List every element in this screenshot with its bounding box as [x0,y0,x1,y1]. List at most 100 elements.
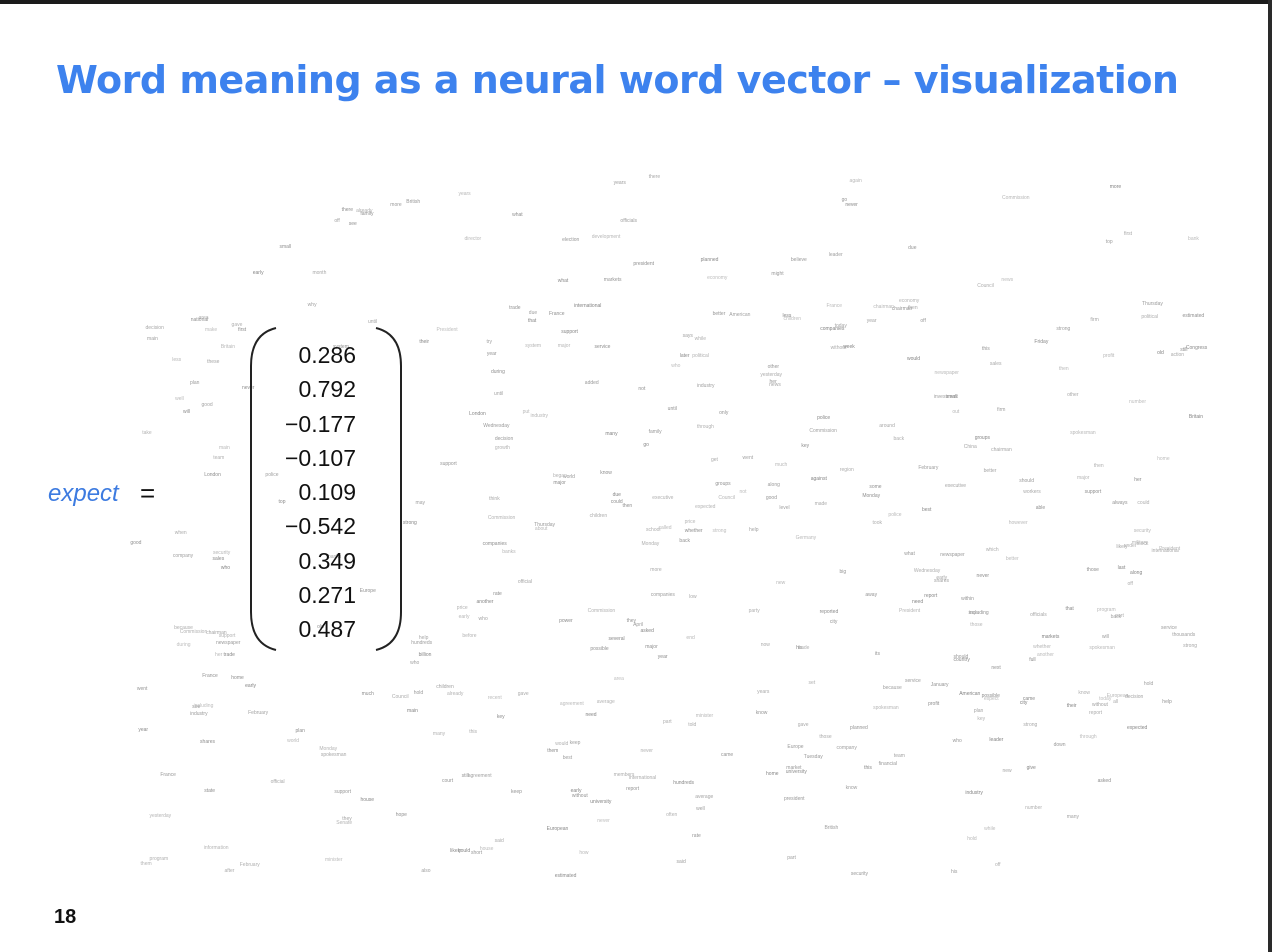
scatter-word: off [994,862,1001,869]
scatter-word: development [591,234,621,241]
scatter-word: companies [650,591,675,598]
scatter-word: year [486,350,497,357]
scatter-word: industry [697,383,715,390]
scatter-word: better [983,468,997,475]
scatter-word: expect [983,696,999,703]
scatter-word: those [1086,567,1099,574]
scatter-word: some [869,484,882,491]
scatter-word: there [648,174,661,181]
scatter-word: Senate [336,820,353,827]
scatter-word: not [638,385,646,392]
scatter-word: what [557,278,569,285]
scatter-word: France [202,673,218,680]
scatter-word: well [175,396,184,403]
slide: Word meaning as a neural word vector – v… [0,4,1268,952]
scatter-word: much [361,690,374,697]
scatter-word: industry [965,789,983,796]
scatter-word: Wednesday [913,568,941,575]
scatter-word: them [140,861,152,868]
scatter-word: planned [850,725,868,732]
vector-component: −0.107 [285,444,356,471]
scatter-word: said [676,859,686,866]
scatter-word: never [597,818,610,824]
scatter-word: Tuesday [803,754,823,761]
scatter-word: Wednesday [483,423,510,430]
scatter-word: know [1078,690,1091,697]
scatter-word: made [814,500,828,507]
scatter-word: region [839,467,854,474]
scatter-word: week [843,343,855,350]
scatter-word: area [613,675,624,682]
scatter-word: Congress [1185,344,1208,351]
scatter-word: better [712,311,726,318]
scatter-word: why [307,301,317,308]
scatter-word: firm [1090,317,1099,324]
scatter-word: about [534,525,548,532]
vector-component: 0.487 [298,616,356,643]
scatter-word: another [476,599,494,606]
scatter-word: February [248,710,269,717]
scatter-word: major [645,643,658,650]
scatter-word: this [981,346,990,353]
scatter-word: short [471,849,483,856]
vector-component: 0.792 [298,376,356,403]
scatter-word: down [1053,741,1066,748]
scatter-word: Commission [587,607,616,614]
scatter-word: less [172,357,182,364]
scatter-word: profit [928,700,940,707]
scatter-word: planned [700,257,719,264]
scatter-word: national [190,316,209,323]
scatter-word: added [584,379,599,386]
scatter-word: then [907,304,918,311]
vector-component: 0.109 [298,479,356,506]
scatter-word: main [147,335,158,342]
scatter-word: believe [790,256,807,263]
scatter-word: good [130,540,142,547]
scatter-word: Thursday [1142,300,1163,307]
scatter-word: children [783,315,802,322]
scatter-word: small [279,243,292,250]
scatter-word: report [626,786,640,793]
scatter-word: plan [973,707,984,714]
scatter-word: international [628,774,657,781]
scatter-word: help [1162,699,1172,706]
scatter-word: less [782,313,792,320]
scatter-word: already [356,207,373,214]
scatter-word: strong [1023,722,1038,729]
scatter-word: growth [494,445,510,452]
scatter-word: court [441,777,454,784]
scatter-word: sales [989,361,1002,368]
scatter-word: shares [200,738,216,745]
scatter-word: China [963,444,977,451]
scatter-word: another [1036,651,1054,658]
scatter-word: hundreds [411,639,433,646]
scatter-word: month [312,270,327,277]
scatter-word: team [213,454,225,461]
scatter-word: agreement [467,772,492,779]
scatter-word: chairman [206,630,227,637]
scatter-word: while [984,826,996,833]
scatter-word: military [1131,540,1148,547]
scatter-word: will [1101,633,1109,640]
scatter-word: members [613,772,635,779]
page-number: 18 [54,906,77,928]
scatter-word: main [407,708,418,715]
scatter-word: due [612,491,621,498]
scatter-word: information [203,845,229,852]
scatter-word: France [548,310,565,317]
scatter-word: well [696,806,705,813]
scatter-word: likely [450,847,462,854]
scatter-word: report [1089,710,1103,717]
scatter-word: back [893,435,905,442]
scatter-word: put [522,409,530,416]
scatter-word: first [1123,230,1133,237]
scatter-word: school [646,526,661,533]
scatter-word: more [650,567,662,574]
scatter-word: including [968,609,989,616]
scatter-word: key [801,443,810,450]
scatter-word: who [671,362,681,369]
scatter-word: what [904,550,915,557]
scatter-word: know [845,785,858,792]
scatter-word: program [149,855,169,862]
scatter-word: Council [977,283,994,290]
